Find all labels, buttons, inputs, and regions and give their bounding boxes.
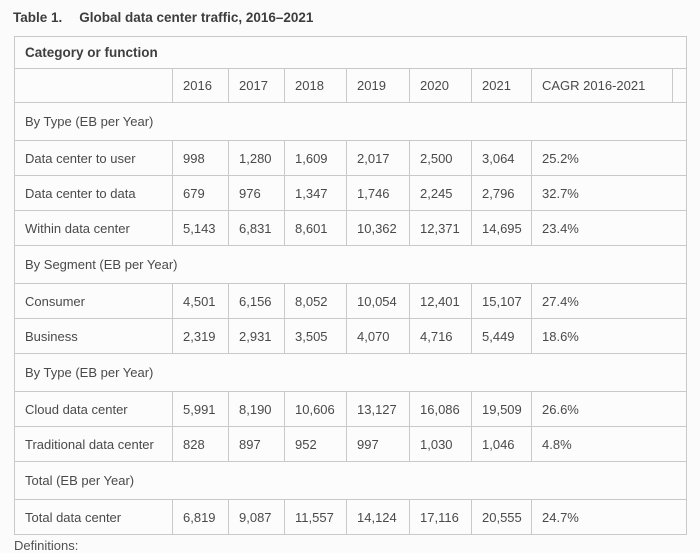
row-label-cell: Cloud data center	[14, 391, 173, 427]
value-cell: 6,156	[228, 283, 285, 319]
value-cell: 2,500	[409, 140, 472, 176]
value-cell: 6,831	[228, 210, 285, 246]
value-cell: 17,116	[409, 499, 472, 535]
value-cell: 15,107	[471, 283, 532, 319]
row-label-cell: Data center to data	[14, 175, 173, 211]
value-cell: 1,030	[409, 426, 472, 462]
value-cell: 10,606	[284, 391, 347, 427]
section-heading-cell: By Type (EB per Year)	[14, 353, 687, 392]
table-row: Cloud data center 5,991 8,190 10,606 13,…	[14, 391, 687, 427]
value-cell: 976	[228, 175, 285, 211]
value-cell: 2,796	[471, 175, 532, 211]
table-caption-text: Global data center traffic, 2016–2021	[79, 10, 314, 25]
year-header-cell: 2018	[284, 68, 347, 103]
year-header-cell: 2017	[228, 68, 285, 103]
value-cell: 9,087	[228, 499, 285, 535]
cagr-cell: 24.7%	[531, 499, 687, 535]
section-heading-row: By Type (EB per Year)	[14, 102, 687, 141]
value-cell: 8,052	[284, 283, 347, 319]
value-cell: 2,245	[409, 175, 472, 211]
row-label-cell: Consumer	[14, 283, 173, 319]
value-cell: 8,190	[228, 391, 285, 427]
value-cell: 4,070	[346, 318, 410, 354]
value-cell: 2,017	[346, 140, 410, 176]
value-cell: 14,124	[346, 499, 410, 535]
row-label-cell: Business	[14, 318, 173, 354]
table-row: Data center to data 679 976 1,347 1,746 …	[14, 175, 687, 211]
category-header-cell: Category or function	[14, 36, 687, 69]
value-cell: 12,371	[409, 210, 472, 246]
year-header-cell: 2020	[409, 68, 472, 103]
table-row: Business 2,319 2,931 3,505 4,070 4,716 5…	[14, 318, 687, 354]
section-heading-cell: Total (EB per Year)	[14, 461, 687, 500]
value-cell: 13,127	[346, 391, 410, 427]
value-cell: 10,054	[346, 283, 410, 319]
cagr-cell: 23.4%	[531, 210, 687, 246]
table-row: Within data center 5,143 6,831 8,601 10,…	[14, 210, 687, 246]
year-header-cell: 2016	[172, 68, 229, 103]
value-cell: 19,509	[471, 391, 532, 427]
section-heading-row: By Segment (EB per Year)	[14, 245, 687, 284]
value-cell: 3,064	[471, 140, 532, 176]
row-label-cell: Total data center	[14, 499, 173, 535]
value-cell: 897	[228, 426, 285, 462]
value-cell: 952	[284, 426, 347, 462]
value-cell: 1,046	[471, 426, 532, 462]
category-header-row: Category or function	[14, 36, 687, 69]
value-cell: 14,695	[471, 210, 532, 246]
value-cell: 1,609	[284, 140, 347, 176]
value-cell: 2,931	[228, 318, 285, 354]
value-cell: 828	[172, 426, 229, 462]
value-cell: 5,991	[172, 391, 229, 427]
value-cell: 4,501	[172, 283, 229, 319]
value-cell: 3,505	[284, 318, 347, 354]
table-caption-number: Table 1.	[13, 10, 63, 25]
value-cell: 11,557	[284, 499, 347, 535]
value-cell: 997	[346, 426, 410, 462]
section-heading-cell: By Type (EB per Year)	[14, 102, 687, 141]
empty-corner-cell	[14, 68, 173, 103]
value-cell: 10,362	[346, 210, 410, 246]
cagr-cell: 27.4%	[531, 283, 687, 319]
row-label-cell: Data center to user	[14, 140, 173, 176]
year-header-cell: 2021	[471, 68, 532, 103]
value-cell: 1,280	[228, 140, 285, 176]
value-cell: 1,347	[284, 175, 347, 211]
year-header-row: 2016 2017 2018 2019 2020 2021 CAGR 2016-…	[14, 68, 687, 103]
value-cell: 8,601	[284, 210, 347, 246]
cagr-cell: 4.8%	[531, 426, 687, 462]
value-cell: 20,555	[471, 499, 532, 535]
value-cell: 2,319	[172, 318, 229, 354]
value-cell: 679	[172, 175, 229, 211]
year-header-cell: 2019	[346, 68, 410, 103]
table-caption: Table 1. Global data center traffic, 2016…	[13, 10, 313, 25]
cagr-cell: 26.6%	[531, 391, 687, 427]
row-label-cell: Traditional data center	[14, 426, 173, 462]
section-heading-row: By Type (EB per Year)	[14, 353, 687, 392]
value-cell: 4,716	[409, 318, 472, 354]
table-row: Consumer 4,501 6,156 8,052 10,054 12,401…	[14, 283, 687, 319]
cagr-cell: 18.6%	[531, 318, 687, 354]
section-heading-row: Total (EB per Year)	[14, 461, 687, 500]
cagr-cell: 25.2%	[531, 140, 687, 176]
section-heading-cell: By Segment (EB per Year)	[14, 245, 687, 284]
cagr-header-cell: CAGR 2016-2021	[531, 68, 673, 103]
value-cell: 16,086	[409, 391, 472, 427]
value-cell: 1,746	[346, 175, 410, 211]
definitions-label: Definitions:	[14, 538, 79, 553]
value-cell: 6,819	[172, 499, 229, 535]
empty-trailing-cell	[672, 68, 687, 103]
value-cell: 12,401	[409, 283, 472, 319]
data-center-traffic-table: Category or function 2016 2017 2018 2019…	[14, 36, 687, 535]
cagr-cell: 32.7%	[531, 175, 687, 211]
value-cell: 998	[172, 140, 229, 176]
table-row: Total data center 6,819 9,087 11,557 14,…	[14, 499, 687, 535]
value-cell: 5,449	[471, 318, 532, 354]
row-label-cell: Within data center	[14, 210, 173, 246]
table-row: Traditional data center 828 897 952 997 …	[14, 426, 687, 462]
table-row: Data center to user 998 1,280 1,609 2,01…	[14, 140, 687, 176]
value-cell: 5,143	[172, 210, 229, 246]
